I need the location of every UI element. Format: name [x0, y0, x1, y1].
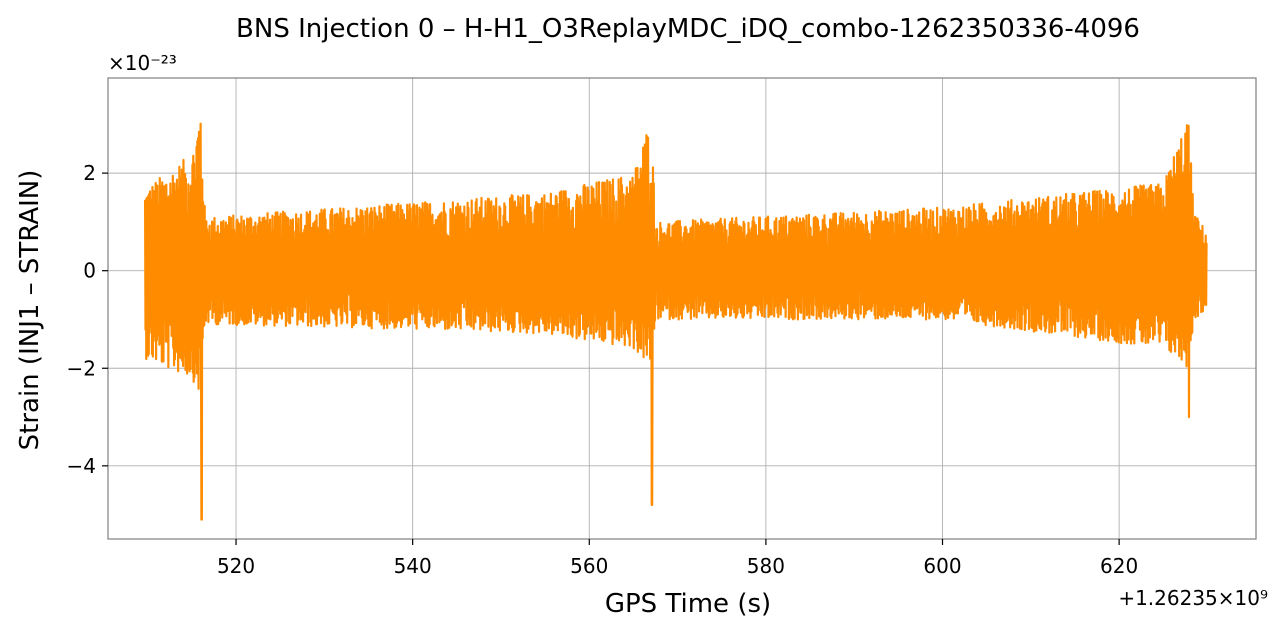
x-axis-label: GPS Time (s) — [605, 589, 771, 619]
y-scale-label: ×10⁻²³ — [108, 51, 177, 75]
x-tick-label: 620 — [1100, 554, 1138, 578]
x-tick-label: 540 — [394, 554, 432, 578]
y-tick-label: 2 — [83, 161, 96, 185]
x-tick-label: 600 — [923, 554, 961, 578]
y-tick-label: −2 — [67, 356, 96, 380]
y-axis-label: Strain (INJ1 – STRAIN) — [15, 170, 45, 451]
series-layer — [143, 122, 1208, 521]
y-tick-label: 0 — [83, 259, 96, 283]
x-tick-label: 580 — [747, 554, 785, 578]
strain-series-line — [143, 122, 1208, 521]
chart-title: BNS Injection 0 – H-H1_O3ReplayMDC_iDQ_c… — [236, 14, 1140, 44]
tick-layer: 520 540 560 580 600 620 −4 −2 0 2 — [67, 161, 1139, 578]
x-tick-label: 520 — [217, 554, 255, 578]
y-tick-label: −4 — [67, 454, 96, 478]
plot-frame — [107, 77, 1257, 540]
x-offset-label: +1.26235×10⁹ — [1118, 586, 1268, 610]
x-tick-label: 560 — [570, 554, 608, 578]
